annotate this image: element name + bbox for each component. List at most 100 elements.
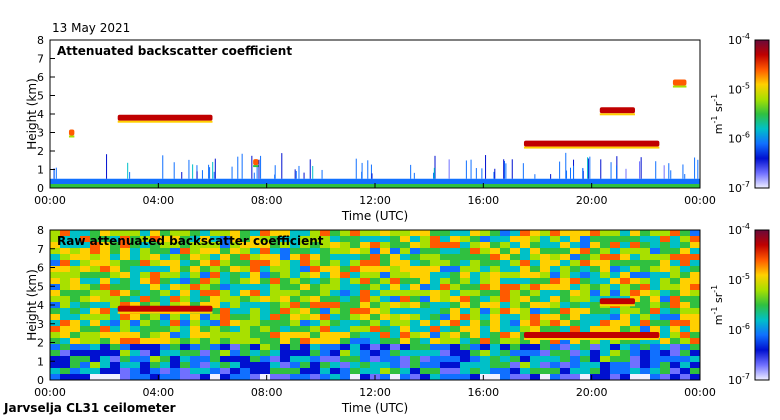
noise-field-mark (240, 374, 250, 380)
noise-field-mark (630, 278, 640, 284)
noise-field-mark (490, 368, 500, 374)
boundary-layer-mark (208, 164, 210, 179)
noise-field-mark (470, 296, 480, 302)
noise-field-mark (80, 260, 90, 266)
boundary-layer-mark (214, 158, 216, 179)
noise-field-mark (540, 308, 550, 314)
noise-field-mark (650, 308, 660, 314)
noise-field-mark (560, 230, 570, 236)
noise-field-mark (60, 320, 70, 326)
noise-field-mark (240, 284, 250, 290)
noise-field-mark (130, 344, 140, 350)
noise-field-mark (400, 338, 410, 344)
noise-field-mark (340, 278, 350, 284)
noise-field-mark (640, 236, 650, 242)
noise-field-mark (650, 356, 660, 362)
noise-field-mark (140, 356, 150, 362)
noise-field-mark (350, 338, 360, 344)
noise-field-mark (670, 356, 680, 362)
noise-field-mark (150, 344, 160, 350)
y-tick-label: 7 (37, 53, 44, 66)
noise-field-mark (390, 362, 400, 368)
noise-field-mark (70, 272, 80, 278)
noise-field-mark (480, 236, 490, 242)
noise-field-mark (290, 248, 300, 254)
noise-field-mark (130, 284, 140, 290)
noise-field-mark (80, 272, 90, 278)
noise-field-mark (490, 254, 500, 260)
noise-field-mark (450, 230, 460, 236)
noise-field-mark (240, 356, 250, 362)
noise-field-mark (490, 248, 500, 254)
noise-field-mark (660, 278, 670, 284)
noise-field-mark (190, 266, 200, 272)
noise-field-mark (330, 344, 340, 350)
noise-field-mark (120, 248, 130, 254)
noise-field-mark (630, 242, 640, 248)
boundary-layer-mark (682, 164, 684, 179)
noise-field-mark (690, 236, 700, 242)
noise-field-mark (200, 266, 210, 272)
noise-field-mark (430, 362, 440, 368)
noise-field-mark (580, 344, 590, 350)
noise-field-mark (330, 260, 340, 266)
noise-field-mark (580, 302, 590, 308)
noise-field-mark (220, 284, 230, 290)
noise-field-mark (580, 320, 590, 326)
noise-field-mark (410, 272, 420, 278)
noise-field-mark (260, 326, 270, 332)
noise-field-mark (450, 326, 460, 332)
noise-field-mark (680, 344, 690, 350)
noise-field-mark (630, 290, 640, 296)
noise-field-mark (120, 374, 130, 380)
noise-field-mark (70, 368, 80, 374)
noise-field-mark (350, 284, 360, 290)
noise-field-mark (440, 302, 450, 308)
noise-field-mark (580, 278, 590, 284)
noise-field-mark (70, 344, 80, 350)
noise-field-mark (640, 272, 650, 278)
noise-field-mark (120, 272, 130, 278)
boundary-layer-mark (413, 172, 415, 179)
cloud-patch-mark (253, 159, 259, 166)
noise-field-mark (140, 368, 150, 374)
noise-field-mark (260, 266, 270, 272)
noise-field-mark (390, 314, 400, 320)
noise-field-mark (250, 230, 260, 236)
noise-field-mark (100, 266, 110, 272)
noise-field-mark (230, 350, 240, 356)
noise-field-mark (560, 260, 570, 266)
noise-field-mark (400, 272, 410, 278)
noise-field-mark (390, 302, 400, 308)
noise-field-mark (450, 374, 460, 380)
y-tick-label: 2 (37, 337, 44, 350)
noise-field-mark (650, 254, 660, 260)
noise-field-mark (660, 320, 670, 326)
noise-field-mark (430, 278, 440, 284)
y-tick-label: 7 (37, 243, 44, 256)
noise-field-mark (140, 344, 150, 350)
noise-field-mark (530, 230, 540, 236)
noise-field-mark (380, 242, 390, 248)
noise-field-mark (420, 368, 430, 374)
noise-field-mark (340, 308, 350, 314)
noise-field-mark (140, 302, 150, 308)
noise-field-mark (320, 350, 330, 356)
noise-field-mark (120, 290, 130, 296)
noise-field-mark (300, 332, 310, 338)
noise-field-mark (640, 368, 650, 374)
noise-field-mark (230, 272, 240, 278)
noise-field-mark (380, 230, 390, 236)
noise-field-mark (320, 302, 330, 308)
noise-field-mark (650, 338, 660, 344)
noise-field-mark (580, 362, 590, 368)
noise-field-mark (390, 266, 400, 272)
noise-field-mark (410, 236, 420, 242)
noise-field-mark (360, 272, 370, 278)
noise-field-mark (120, 356, 130, 362)
noise-field-mark (580, 236, 590, 242)
noise-field-mark (470, 326, 480, 332)
noise-field-mark (390, 320, 400, 326)
noise-field-mark (210, 302, 220, 308)
noise-field-mark (670, 374, 680, 380)
